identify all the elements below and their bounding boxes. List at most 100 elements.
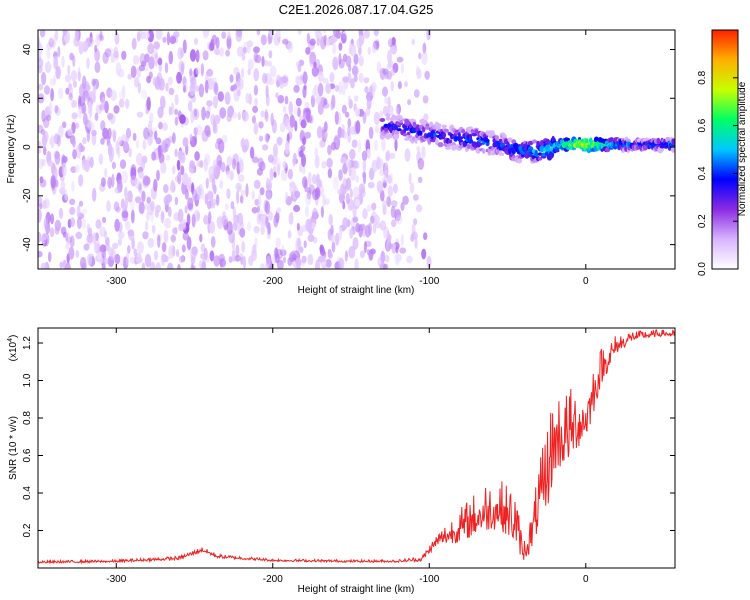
spectrogram-noise-cell (288, 212, 294, 225)
spectrogram-noise-cell (241, 67, 245, 79)
spectrogram-noise-cell (41, 158, 46, 167)
spectrogram-noise-cell (418, 52, 422, 60)
spectrogram-noise-cell (424, 70, 430, 80)
spectrogram-noise-cell (168, 87, 175, 96)
spectrogram-noise-cell (172, 132, 176, 144)
spectrogram-noise-cell (391, 219, 397, 228)
spectrogram-noise-cell (210, 236, 216, 248)
spectrogram-noise-cell (238, 253, 244, 262)
spectrogram-noise (38, 30, 432, 269)
spectrogram-noise-cell (147, 43, 155, 55)
spectrogram-trace-cell (471, 132, 478, 137)
spectrogram-noise-cell (154, 78, 159, 90)
spectrogram-noise-cell (301, 153, 306, 168)
spectrogram-noise-cell (130, 65, 137, 79)
spectrogram-noise-cell (77, 67, 81, 77)
colorbar-gradient (712, 30, 738, 269)
spectrogram-noise-cell (144, 53, 150, 63)
spectrogram-noise-cell (194, 37, 198, 45)
spectrogram-noise-cell (227, 31, 231, 40)
spectrogram-noise-cell (94, 44, 98, 53)
spectrogram-noise-cell (172, 245, 176, 257)
spectrogram-trace-cell (385, 132, 391, 140)
spectrogram-noise-cell (107, 142, 113, 157)
spectrogram-noise-cell (58, 207, 64, 219)
spectrogram-noise-cell (422, 42, 427, 55)
spectrogram-noise-cell (38, 83, 44, 91)
snr-y-tick-label: 0.6 (22, 448, 33, 462)
spectrogram-noise-cell (160, 253, 166, 267)
spectrogram-noise-cell (265, 133, 270, 143)
spectrogram-trace-cell (506, 142, 510, 148)
spectrogram-noise-cell (45, 114, 52, 122)
spectrogram-noise-cell (268, 50, 273, 59)
spectrogram-noise-cell (154, 209, 159, 218)
spectrogram-noise-cell (259, 215, 266, 228)
spectrogram-noise-cell (124, 186, 128, 199)
spectrogram-noise-cell (377, 257, 383, 267)
spectrogram-noise-cell (151, 224, 156, 234)
spectrogram-noise-cell (226, 188, 231, 200)
spectrogram-noise-cell (266, 60, 272, 67)
spectrogram-noise-cell (165, 154, 171, 161)
spectrogram-noise-cell (184, 205, 188, 214)
spectrogram-noise-cell (236, 30, 243, 38)
spectrogram-noise-cell (240, 189, 246, 197)
spectrogram-noise-cell (328, 214, 334, 226)
spectrogram-noise-cell (417, 157, 425, 170)
spectrogram-noise-cell (254, 237, 258, 248)
spectrogram-noise-cell (111, 161, 116, 170)
spectrogram-noise-cell (207, 190, 214, 201)
spectrogram-noise-cell (251, 206, 259, 214)
spectrogram-noise-cell (86, 253, 93, 266)
spectrogram-noise-cell (370, 211, 378, 225)
spectrogram-noise-cell (314, 30, 320, 38)
spectrogram-noise-cell (364, 86, 369, 94)
spectrogram-noise-cell (168, 50, 174, 65)
spectrogram-noise-cell (54, 105, 59, 114)
spectrogram-noise-cell (75, 250, 80, 258)
spectrogram-noise-cell (282, 38, 289, 45)
spectrogram-noise-cell (219, 258, 226, 268)
spectrogram-noise-cell (242, 255, 246, 269)
spectrogram-trace-cell (656, 137, 661, 145)
spectrogram-noise-cell (319, 247, 326, 256)
spectrogram-noise-cell (387, 105, 394, 116)
spectrogram-noise-cell (46, 60, 51, 71)
spectrogram-noise-cell (196, 124, 203, 136)
spectrogram-noise-cell (206, 255, 210, 263)
spectrogram-trace-cell (643, 146, 648, 150)
spectrogram-noise-cell (215, 36, 220, 49)
spectrogram-noise-cell (75, 231, 83, 240)
spectrogram-noise-cell (366, 204, 371, 212)
spectrogram-noise-cell (341, 84, 346, 96)
spectrogram-noise-cell (390, 80, 395, 92)
spectrogram-noise-cell (104, 48, 112, 58)
spectrogram-noise-cell (229, 170, 234, 181)
spectrogram-noise-cell (258, 135, 264, 142)
spectrogram-noise-cell (382, 86, 388, 97)
colorbar-frame (711, 29, 739, 270)
spectrogram-noise-cell (256, 30, 261, 36)
spectrogram-noise-cell (331, 241, 336, 253)
spectrogram-noise-cell (261, 144, 269, 151)
spectrogram-noise-cell (251, 190, 255, 201)
spectrogram-noise-cell (177, 264, 181, 269)
spectrogram-noise-cell (276, 30, 281, 39)
spectrogram-noise-cell (379, 168, 384, 177)
spectrogram-noise-cell (276, 207, 281, 214)
spectrogram-noise-cell (65, 262, 71, 269)
spectrogram-noise-cell (38, 196, 43, 207)
spectrogram-noise-cell (157, 57, 163, 66)
spectrogram-noise-cell (78, 200, 84, 207)
spectrogram-noise-cell (406, 255, 413, 264)
spectrogram-noise-cell (253, 84, 258, 96)
spectrogram-noise-cell (340, 156, 347, 164)
spectrogram-noise-cell (352, 237, 359, 250)
spectrogram-noise-cell (237, 174, 245, 183)
spectrogram-noise-cell (155, 137, 162, 145)
spectrogram-noise-cell (166, 31, 170, 46)
spectrogram-noise-cell (86, 57, 90, 69)
spectrogram-noise-cell (385, 152, 390, 162)
spectrogram-noise-cell (332, 176, 339, 190)
